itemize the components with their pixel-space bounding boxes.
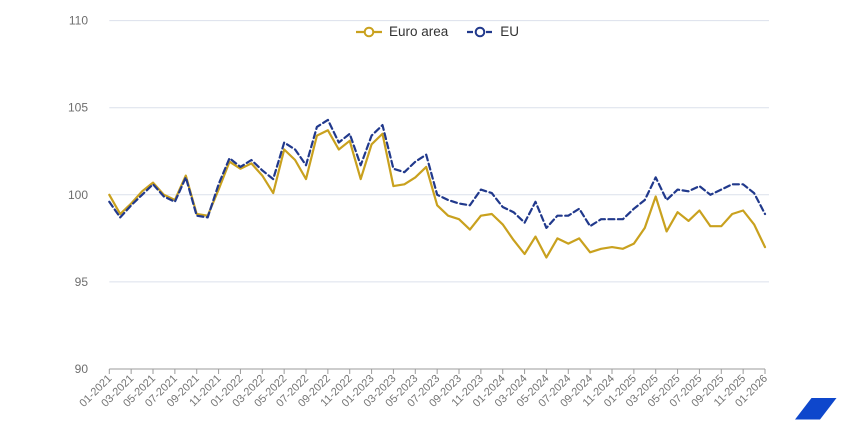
y-axis-label-110: 110 bbox=[69, 14, 88, 28]
y-axis-label-105: 105 bbox=[68, 101, 88, 115]
legend-item-euro-area[interactable]: Euro area bbox=[355, 24, 448, 39]
euro-area-legend-marker-icon bbox=[355, 26, 382, 37]
brand-logo-icon bbox=[795, 398, 837, 420]
y-axis-label-100: 100 bbox=[68, 188, 88, 202]
chart-legend: Euro area EU bbox=[109, 24, 765, 39]
legend-label-euro-area: Euro area bbox=[388, 24, 449, 39]
eu-legend-marker-icon bbox=[467, 26, 494, 37]
y-axis-label-95: 95 bbox=[75, 275, 89, 289]
eu-line bbox=[108, 118, 767, 229]
legend-item-eu[interactable]: EU bbox=[466, 24, 519, 39]
legend-label-eu: EU bbox=[500, 24, 520, 39]
y-axis-label-90: 90 bbox=[75, 362, 89, 376]
euro-area-line bbox=[108, 129, 767, 259]
